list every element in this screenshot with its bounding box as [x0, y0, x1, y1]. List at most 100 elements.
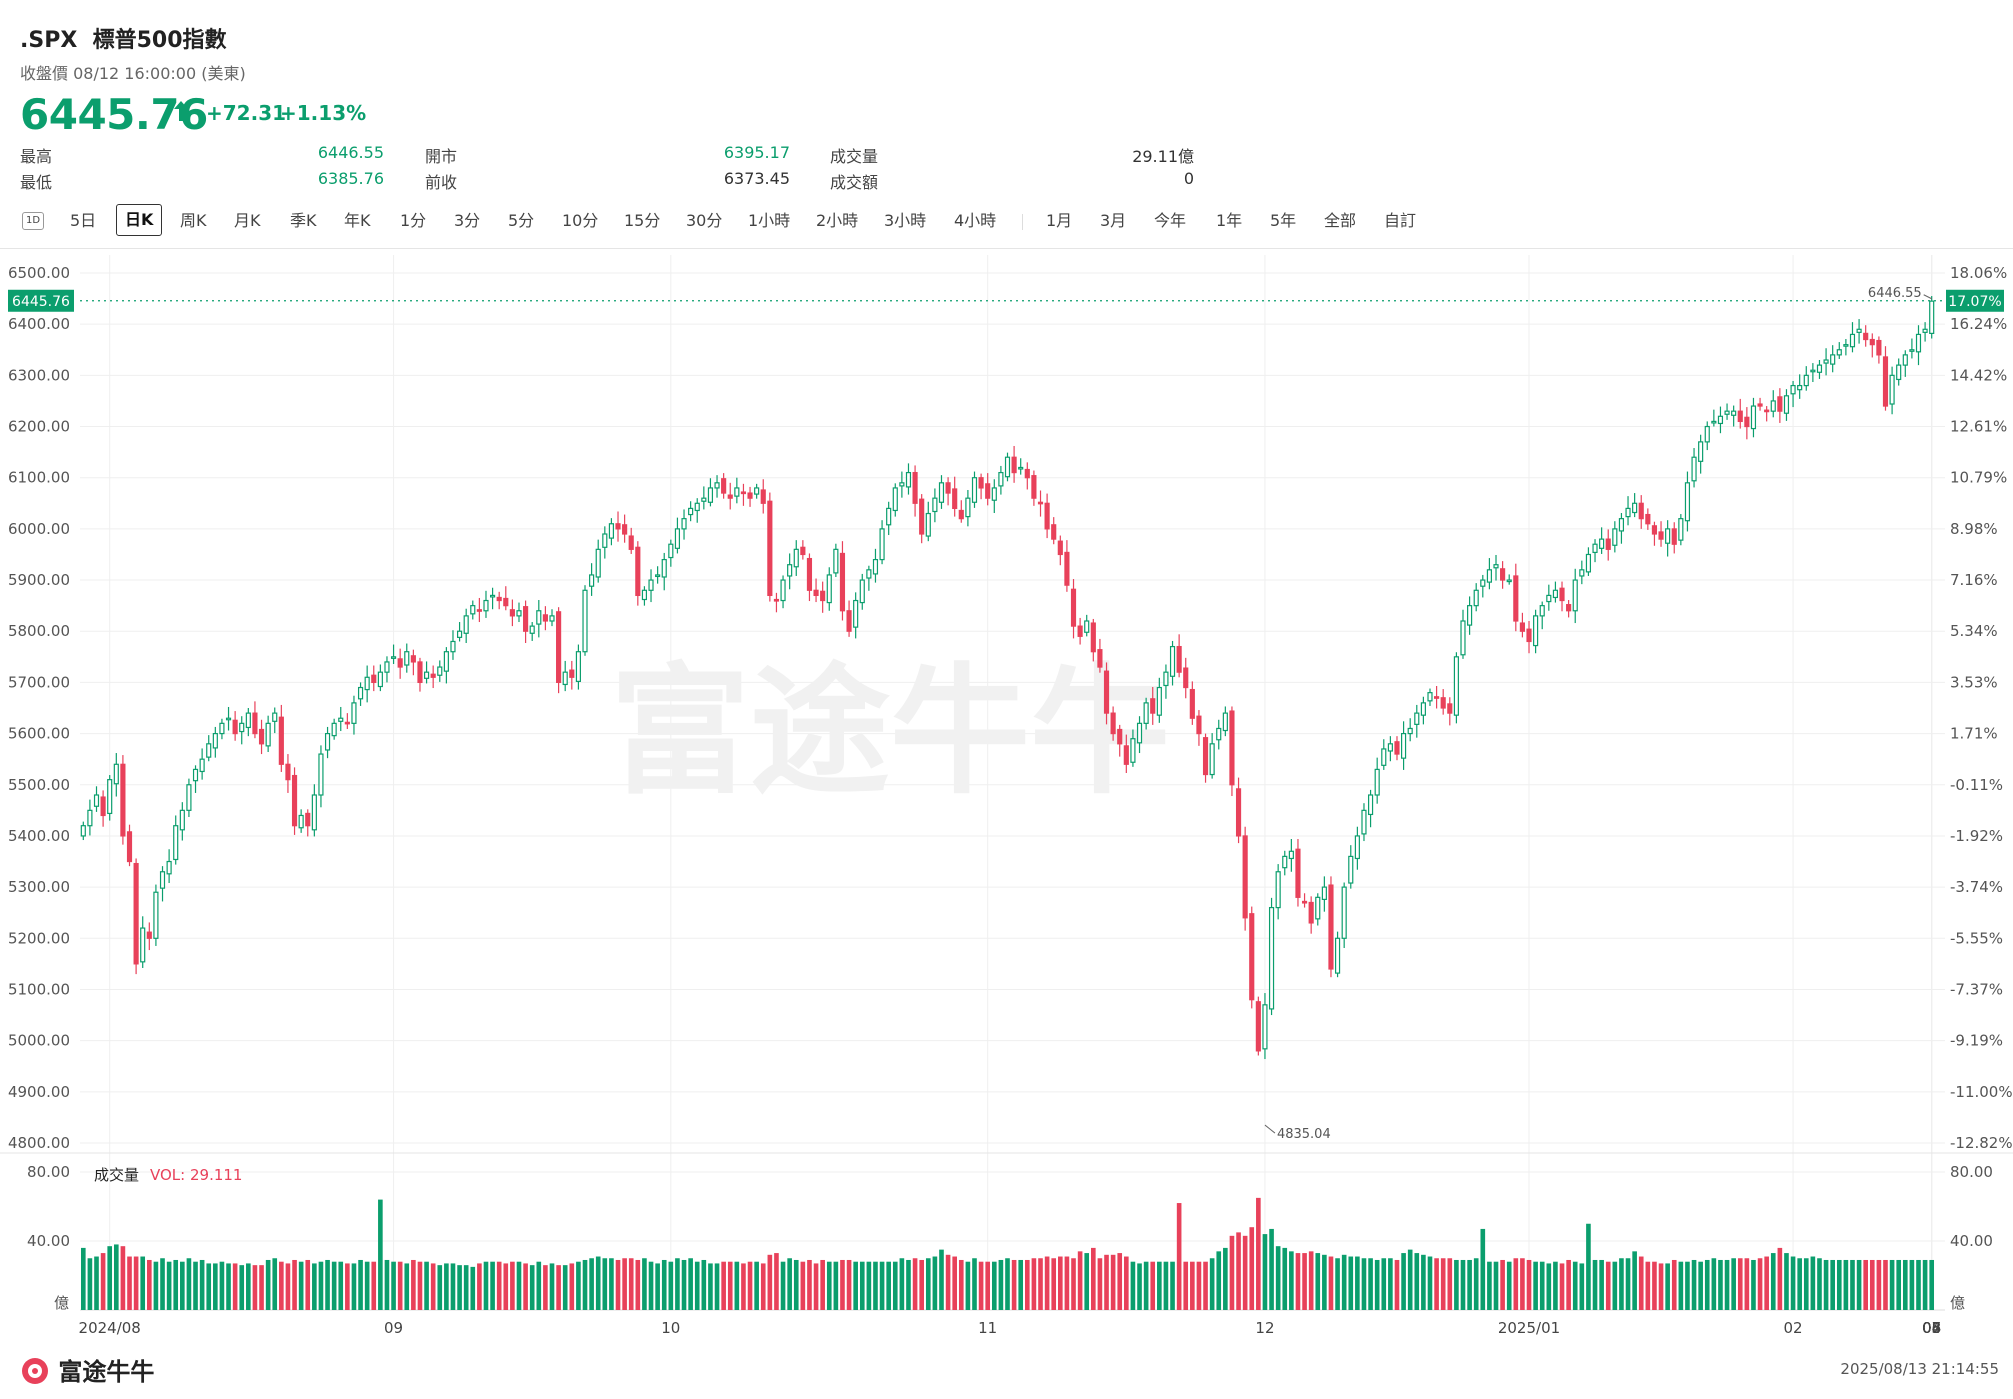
candle-up [225, 717, 232, 721]
candle-up [991, 487, 997, 501]
last-price: 6445.76 [20, 90, 208, 139]
volume-bar [1143, 1261, 1149, 1310]
candle-down [1869, 338, 1875, 346]
candle-down [120, 763, 126, 837]
pct-tick-label: 1.71% [1950, 725, 1998, 743]
volume-bar [853, 1261, 858, 1310]
tab-yearly-k[interactable]: 年K [344, 211, 371, 230]
tab-weekly-k[interactable]: 周K [180, 211, 207, 230]
tab-monthly-k[interactable]: 月K [234, 211, 261, 230]
tab-3hour[interactable]: 3小時 [884, 211, 927, 230]
volume-bar [411, 1259, 416, 1310]
candle-up [1315, 896, 1321, 920]
volume-bar [1216, 1251, 1222, 1310]
candle-up [1163, 671, 1169, 687]
tab-10min[interactable]: 10分 [562, 211, 599, 230]
volume-bar [1407, 1249, 1413, 1310]
candle-up [655, 574, 661, 578]
volume-bar [1889, 1259, 1895, 1310]
candle-down [1434, 696, 1440, 699]
tab-4hour[interactable]: 4小時 [954, 211, 997, 230]
candle-down [1202, 737, 1209, 776]
tab-all[interactable]: 全部 [1324, 211, 1357, 230]
candle-down [278, 716, 284, 765]
tab-3min[interactable]: 3分 [454, 211, 481, 230]
volume-bar [279, 1261, 284, 1310]
candle-down [912, 471, 918, 504]
candle-down [1566, 604, 1572, 612]
candle-up [1354, 835, 1360, 860]
tab-ytd[interactable]: 今年 [1154, 211, 1187, 230]
tab-1hour[interactable]: 1小時 [748, 211, 791, 230]
candle-up [595, 548, 601, 578]
volume-bar [265, 1259, 271, 1310]
volume-bar [1203, 1261, 1208, 1310]
volume-bar [925, 1258, 931, 1310]
volume-bar [1704, 1259, 1710, 1310]
tab-1month[interactable]: 1月 [1046, 211, 1073, 230]
volume-bar [1671, 1259, 1677, 1310]
volume-bar [1064, 1256, 1070, 1310]
intraday-icon[interactable]: 1D [22, 212, 45, 230]
volume-bar [1751, 1259, 1756, 1310]
tab-2hour[interactable]: 2小時 [816, 211, 859, 230]
candle-up [1678, 518, 1684, 541]
tab-3month[interactable]: 3月 [1100, 211, 1127, 230]
tab-daily-k[interactable]: 日K [116, 204, 163, 236]
candle-up [932, 497, 938, 513]
volume-bar [734, 1261, 740, 1310]
candle-up [1374, 768, 1380, 796]
candlestick-chart[interactable]: 富途牛牛 6500.00 6400.00 6300.00 6200.00 6100.00… [0, 248, 2013, 1338]
volume-bar [113, 1244, 119, 1310]
x-tick-label: 03 [1922, 1319, 1941, 1337]
candle-up [536, 610, 542, 625]
candle-up [562, 671, 568, 686]
candle-up [1922, 328, 1928, 333]
candle-up [1018, 466, 1024, 470]
volume-bar [1176, 1203, 1182, 1310]
candle-up [351, 702, 357, 724]
tab-custom[interactable]: 自訂 [1384, 211, 1417, 230]
volume-bar [1071, 1258, 1076, 1310]
tab-30min[interactable]: 30分 [686, 211, 723, 230]
candle-up [1684, 482, 1691, 522]
price-markers: 6445.76 17.07% 6446.55 4835.04 [8, 286, 2004, 1142]
tab-quarterly-k[interactable]: 季K [290, 211, 317, 230]
volume-bar [1473, 1258, 1479, 1310]
volume-bar [1157, 1261, 1162, 1310]
tab-5d[interactable]: 5日 [70, 211, 97, 230]
candle-down [232, 719, 238, 735]
tab-1year[interactable]: 1年 [1216, 211, 1243, 230]
candle-down [1440, 697, 1446, 709]
volume-bar [694, 1261, 700, 1310]
volume-bar [866, 1261, 872, 1310]
tabs-divider [1022, 214, 1023, 230]
volume-bar [1506, 1261, 1512, 1310]
volume-bar [1381, 1258, 1387, 1310]
tab-5min[interactable]: 5分 [508, 211, 535, 230]
volume-bar [1024, 1259, 1030, 1310]
candle-up [998, 471, 1004, 487]
volume-bar [1011, 1259, 1017, 1310]
tab-5year[interactable]: 5年 [1270, 211, 1297, 230]
volume-bar [226, 1263, 231, 1310]
volume-bar [523, 1263, 528, 1310]
volume-bar [193, 1261, 198, 1310]
candle-down [615, 523, 621, 530]
candle-up [107, 779, 113, 815]
candle-up [1414, 712, 1420, 725]
volume-bar [1427, 1256, 1433, 1310]
y-tick-label: 6100.00 [8, 469, 70, 487]
volume-bar [1909, 1259, 1915, 1310]
candle-up [1909, 349, 1915, 352]
candle-down [767, 500, 773, 597]
tab-1min[interactable]: 1分 [400, 211, 427, 230]
candle-down [1526, 628, 1532, 643]
volume-bar [437, 1265, 443, 1310]
candle-up [1889, 374, 1895, 405]
candle-up [245, 712, 251, 729]
volume-bar [840, 1259, 845, 1310]
tab-15min[interactable]: 15分 [624, 211, 661, 230]
volume-bar [754, 1261, 759, 1310]
last-price-tag-bg [8, 289, 74, 312]
